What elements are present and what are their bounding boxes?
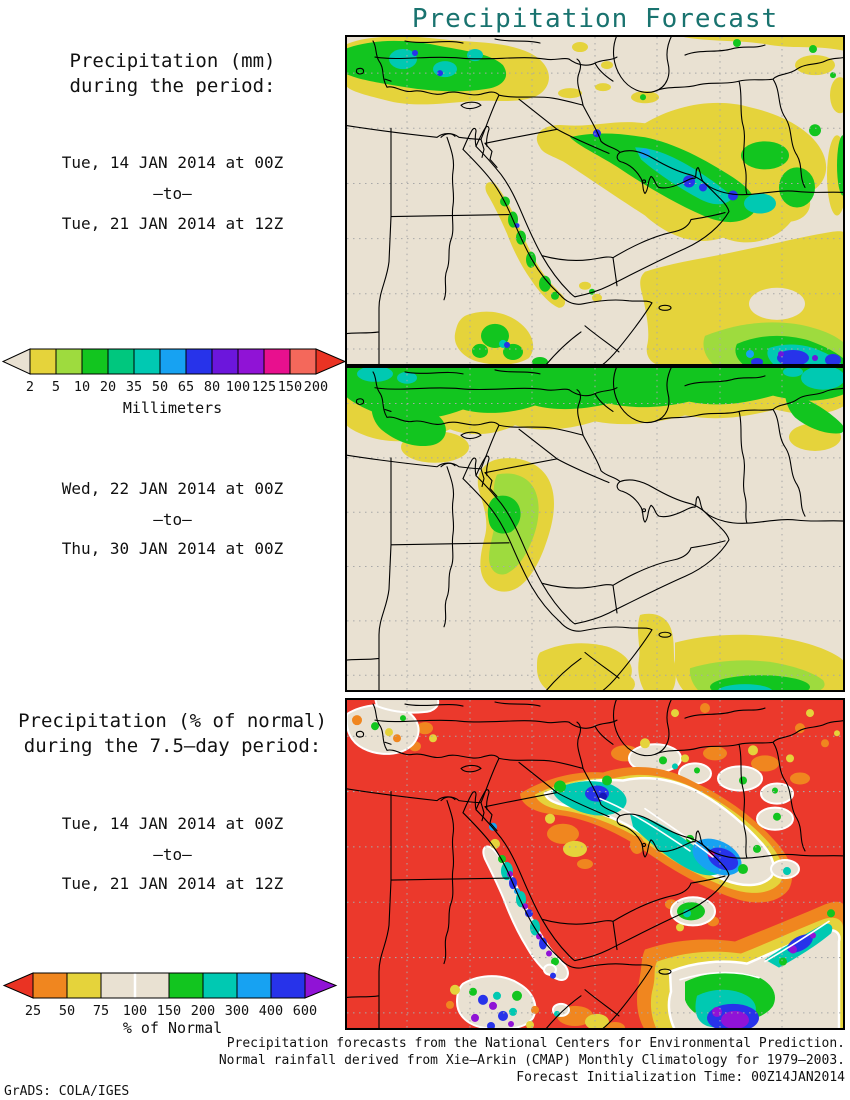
mm-period2-separator: –to– xyxy=(153,510,192,529)
pct-period-separator: –to– xyxy=(153,845,192,864)
mm-period2-from: Wed, 22 JAN 2014 at 00Z xyxy=(61,479,284,498)
colorbar-tick-label: 35 xyxy=(126,379,142,395)
mm-heading-line1: Precipitation (mm) xyxy=(69,50,276,72)
footer-climatology-line: Normal rainfall derived from Xie–Arkin (… xyxy=(218,1053,845,1068)
colorbar-tick-label: 150 xyxy=(278,379,302,395)
colorbar-tick-label: 50 xyxy=(152,379,168,395)
colorbar-box xyxy=(107,348,135,375)
mm-period2-to: Thu, 30 JAN 2014 at 00Z xyxy=(61,539,284,558)
mm-period1-separator: –to– xyxy=(153,184,192,203)
colorbar-box xyxy=(236,972,272,999)
colorbar-millimeters: 2 5 10 20 35 50 65 80 100 125 150 200 xyxy=(1,348,347,401)
colorbar-box xyxy=(100,972,136,999)
colorbar-box xyxy=(159,348,187,375)
pct-heading-line1: Precipitation (% of normal) xyxy=(18,710,327,732)
colorbar-box xyxy=(29,348,57,375)
colorbar-box xyxy=(211,348,239,375)
colorbar-arrow-above xyxy=(315,348,347,375)
pct-period-to: Tue, 21 JAN 2014 at 12Z xyxy=(61,874,284,893)
colorbar-tick-label: 5 xyxy=(52,379,60,395)
colorbar-tick-label: 50 xyxy=(59,1003,75,1019)
colorbar-box xyxy=(133,348,161,375)
colorbar-box xyxy=(66,972,102,999)
colorbar-box xyxy=(168,972,204,999)
colorbar-box xyxy=(202,972,238,999)
colorbar-tick-label: 125 xyxy=(252,379,276,395)
colorbar-tick-label: 200 xyxy=(191,1003,215,1019)
colorbar-box xyxy=(263,348,291,375)
mm-heading-line2: during the period: xyxy=(69,75,276,97)
colorbar-box xyxy=(81,348,109,375)
mm-colorbar-unit-label: Millimeters xyxy=(122,399,223,417)
footer-source-line: Precipitation forecasts from the Nationa… xyxy=(226,1036,845,1051)
colorbar-box xyxy=(32,972,68,999)
pct-period-from: Tue, 14 JAN 2014 at 00Z xyxy=(61,814,284,833)
page-title: Precipitation Forecast xyxy=(411,4,779,34)
colorbar-tick-label: 100 xyxy=(226,379,250,395)
pct-colorbar-unit-label: % of Normal xyxy=(122,1019,223,1037)
mm-period1-to: Tue, 21 JAN 2014 at 12Z xyxy=(61,214,284,233)
footer-init-time-line: Forecast Initialization Time: 00Z14JAN20… xyxy=(516,1070,845,1085)
colorbar-tick-label: 2 xyxy=(26,379,34,395)
colorbar-tick-label: 65 xyxy=(178,379,194,395)
colorbar-box xyxy=(55,348,83,375)
colorbar-tick-label: 75 xyxy=(93,1003,109,1019)
colorbar-tick-label: 10 xyxy=(74,379,90,395)
pct-heading-line2: during the 7.5–day period: xyxy=(23,735,322,757)
map-precip-mm-week1 xyxy=(345,35,845,366)
colorbar-tick-label: 300 xyxy=(225,1003,249,1019)
colorbar-tick-label: 400 xyxy=(259,1003,283,1019)
colorbar-box xyxy=(270,972,306,999)
precip-shading-week1 xyxy=(345,35,845,366)
colorbar-box xyxy=(134,972,170,999)
map-precip-mm-week2 xyxy=(345,366,845,692)
colorbar-box xyxy=(237,348,265,375)
colorbar-tick-label: 80 xyxy=(204,379,220,395)
map-precip-percent-normal xyxy=(345,698,845,1030)
map-panel-stack xyxy=(345,0,845,1100)
colorbar-percent-of-normal: 25 50 75 100 150 200 300 400 600 xyxy=(2,972,338,1025)
colorbar-tick-label: 100 xyxy=(123,1003,147,1019)
colorbar-box xyxy=(289,348,317,375)
colorbar-arrow-above xyxy=(304,972,338,999)
colorbar-arrow-below xyxy=(1,348,31,375)
colorbar-arrow-below xyxy=(2,972,34,999)
colorbar-tick-label: 150 xyxy=(157,1003,181,1019)
colorbar-box xyxy=(185,348,213,375)
colorbar-tick-label: 25 xyxy=(25,1003,41,1019)
colorbar-tick-label: 200 xyxy=(304,379,328,395)
grads-credit: GrADS: COLA/IGES xyxy=(4,1084,130,1099)
mm-period1-from: Tue, 14 JAN 2014 at 00Z xyxy=(61,153,284,172)
colorbar-tick-label: 20 xyxy=(100,379,116,395)
colorbar-tick-label: 600 xyxy=(293,1003,317,1019)
